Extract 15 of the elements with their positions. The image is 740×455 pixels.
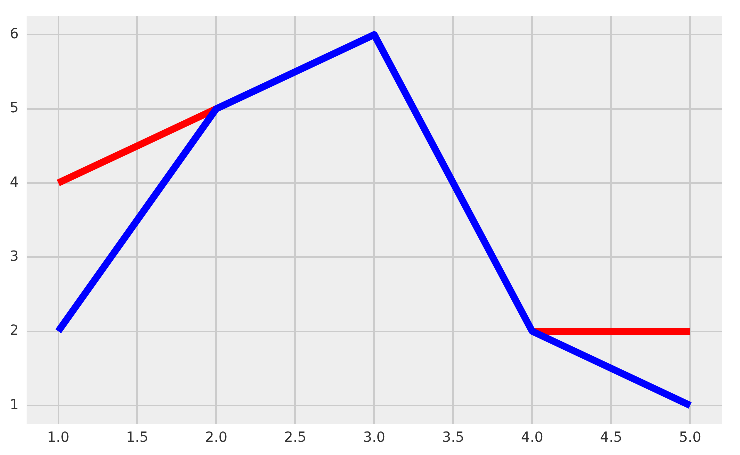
y-tick-label: 5 bbox=[10, 100, 19, 117]
x-tick-label: 1.5 bbox=[126, 430, 149, 446]
x-tick-label: 3.0 bbox=[363, 430, 386, 446]
x-tick-label: 3.5 bbox=[442, 430, 465, 446]
x-tick-label: 4.5 bbox=[600, 430, 623, 446]
y-tick-label: 2 bbox=[10, 323, 19, 340]
y-tick-label: 4 bbox=[10, 174, 19, 191]
x-tick-label: 5.0 bbox=[679, 430, 702, 446]
x-tick-label: 1.0 bbox=[47, 430, 70, 446]
x-tick-label: 4.0 bbox=[521, 430, 544, 446]
y-tick-label: 1 bbox=[10, 397, 19, 414]
y-tick-label: 6 bbox=[10, 26, 19, 43]
x-tick-label: 2.5 bbox=[284, 430, 307, 446]
x-tick-label: 2.0 bbox=[205, 430, 228, 446]
y-tick-label: 3 bbox=[10, 249, 19, 266]
